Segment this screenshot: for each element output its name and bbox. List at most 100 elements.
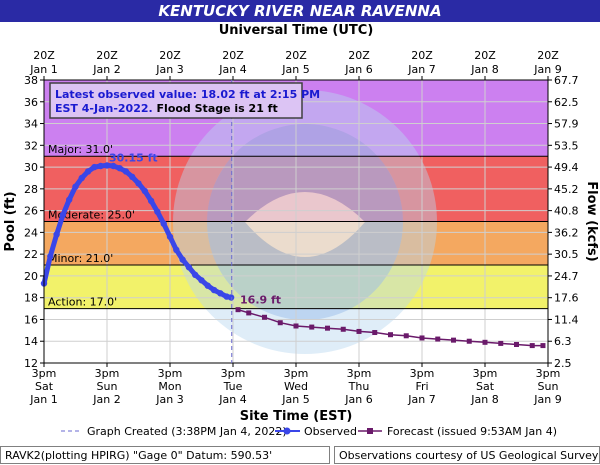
y2-tick-label: 11.4: [554, 313, 579, 326]
observed-point: [179, 256, 186, 263]
y-tick-label: 22: [24, 248, 38, 261]
top-tick-time: 20Z: [33, 49, 55, 62]
x-tick-day: Sun: [538, 380, 559, 393]
y2-tick-label: 57.9: [554, 118, 579, 131]
y-tick-label: 34: [24, 118, 38, 131]
x-tick-date: Jan 3: [155, 393, 183, 406]
y2-tick-label: 53.5: [554, 139, 579, 152]
x-tick-day: Sat: [476, 380, 495, 393]
x-tick-day: Wed: [284, 380, 308, 393]
observed-point: [141, 187, 148, 195]
observed-point: [160, 220, 167, 227]
x-tick-date: Jan 6: [344, 393, 372, 406]
observed-point: [116, 164, 123, 172]
top-tick-date: Jan 3: [155, 63, 183, 76]
y-tick-label: 38: [24, 74, 38, 87]
legend-observed-marker: [283, 427, 291, 435]
forecast-point: [514, 341, 519, 347]
x-tick-time: 3pm: [32, 367, 57, 380]
seal-sea: [207, 222, 403, 320]
top-tick-time: 20Z: [159, 49, 181, 62]
observed-point: [84, 168, 92, 175]
x-axis-title: Site Time (EST): [240, 409, 353, 424]
observed-point: [78, 174, 86, 182]
forecast-point: [293, 323, 299, 329]
forecast-point: [356, 328, 362, 334]
y-tick-label: 26: [24, 205, 38, 218]
observed-point: [204, 282, 211, 289]
observed-point: [198, 277, 205, 284]
x-tick-date: Jan 5: [281, 393, 309, 406]
x-tick-date: Jan 2: [92, 393, 120, 406]
observed-point: [122, 168, 130, 175]
y-tick-label: 30: [24, 161, 38, 174]
observed-point: [166, 233, 174, 240]
forecast-point: [419, 335, 425, 341]
top-tick-date: Jan 7: [407, 63, 435, 76]
y-tick-label: 12: [24, 357, 38, 370]
attribution-footer: Observations courtesy of US Geological S…: [334, 446, 600, 464]
y2-tick-label: 49.4: [554, 161, 579, 174]
y-tick-label: 14: [24, 335, 38, 348]
x-tick-time: 3pm: [473, 367, 498, 380]
x-tick-date: Jan 1: [29, 393, 57, 406]
top-tick-time: 20Z: [285, 49, 307, 62]
x-tick-date: Jan 9: [533, 393, 561, 406]
x-tick-time: 3pm: [536, 367, 561, 380]
legend-forecast: Forecast (issued 9:53AM Jan 4): [387, 425, 557, 438]
forecast-point: [466, 338, 472, 344]
chart-title: KENTUCKY RIVER NEAR RAVENNA: [0, 0, 600, 22]
observed-point: [110, 162, 117, 170]
x-tick-time: 3pm: [221, 367, 246, 380]
annotations: 30.15 ft 16.9 ft Latest observed value: 18…: [49, 80, 320, 363]
x-tick-day: Fri: [415, 380, 428, 393]
observed-point: [66, 196, 73, 203]
forecast-point: [529, 343, 535, 349]
info-box-date: EST 4-Jan-2022.: [55, 102, 157, 115]
forecast-point: [277, 320, 283, 326]
y-tick-label: 16: [24, 313, 38, 326]
forecast-start-label: 16.9 ft: [240, 294, 281, 307]
top-axis-title: Universal Time (UTC): [219, 23, 374, 38]
x-tick-day: Mon: [158, 380, 181, 393]
y-tick-label: 32: [24, 139, 38, 152]
legend-graph-created: Graph Created (3:38PM Jan 4, 2022): [87, 425, 287, 438]
forecast-point: [246, 310, 252, 316]
y2-tick-label: 67.7: [554, 74, 579, 87]
forecast-point: [451, 337, 456, 343]
forecast-point: [482, 339, 488, 345]
datum-footer: RAVK2(plotting HPIRG) "Gage 0" Datum: 59…: [0, 446, 330, 464]
forecast-point: [235, 307, 241, 313]
observed-point: [147, 197, 155, 205]
observed-point: [97, 162, 104, 170]
x-tick-day: Sat: [35, 380, 54, 393]
observed-point: [192, 271, 199, 279]
forecast-point: [388, 332, 393, 338]
y2-tick-label: 62.5: [554, 96, 579, 109]
legend: Graph Created (3:38PM Jan 4, 2022) Observ…: [61, 425, 557, 438]
observed-point: [59, 211, 67, 219]
y-axis-title: Pool (ft): [3, 191, 18, 251]
y-tick-label: 18: [24, 292, 38, 305]
y2-tick-label: 6.3: [554, 335, 572, 348]
info-box-flood-stage: Flood Stage is 21 ft: [157, 102, 278, 115]
y2-tick-label: 36.2: [554, 226, 579, 239]
top-tick-date: Jan 5: [281, 63, 309, 76]
top-tick-time: 20Z: [222, 49, 244, 62]
stage-label-minor: Minor: 21.0': [48, 252, 113, 265]
legend-observed: Observed: [304, 425, 357, 438]
y2-tick-label: 45.2: [554, 183, 579, 196]
series-layer: [40, 162, 546, 349]
forecast-point: [262, 314, 267, 320]
legend-forecast-marker: [367, 428, 373, 434]
top-tick-date: Jan 6: [344, 63, 372, 76]
y2-tick-label: 2.5: [554, 357, 572, 370]
top-tick-date: Jan 9: [533, 63, 561, 76]
observed-point: [227, 294, 235, 301]
x-tick-date: Jan 8: [470, 393, 498, 406]
seal-sky: [207, 124, 403, 222]
y2-axis-title: Flow (kcfs): [584, 181, 599, 261]
forecast-point: [435, 336, 441, 342]
forecast-point: [325, 325, 330, 331]
observed-point: [47, 253, 54, 260]
